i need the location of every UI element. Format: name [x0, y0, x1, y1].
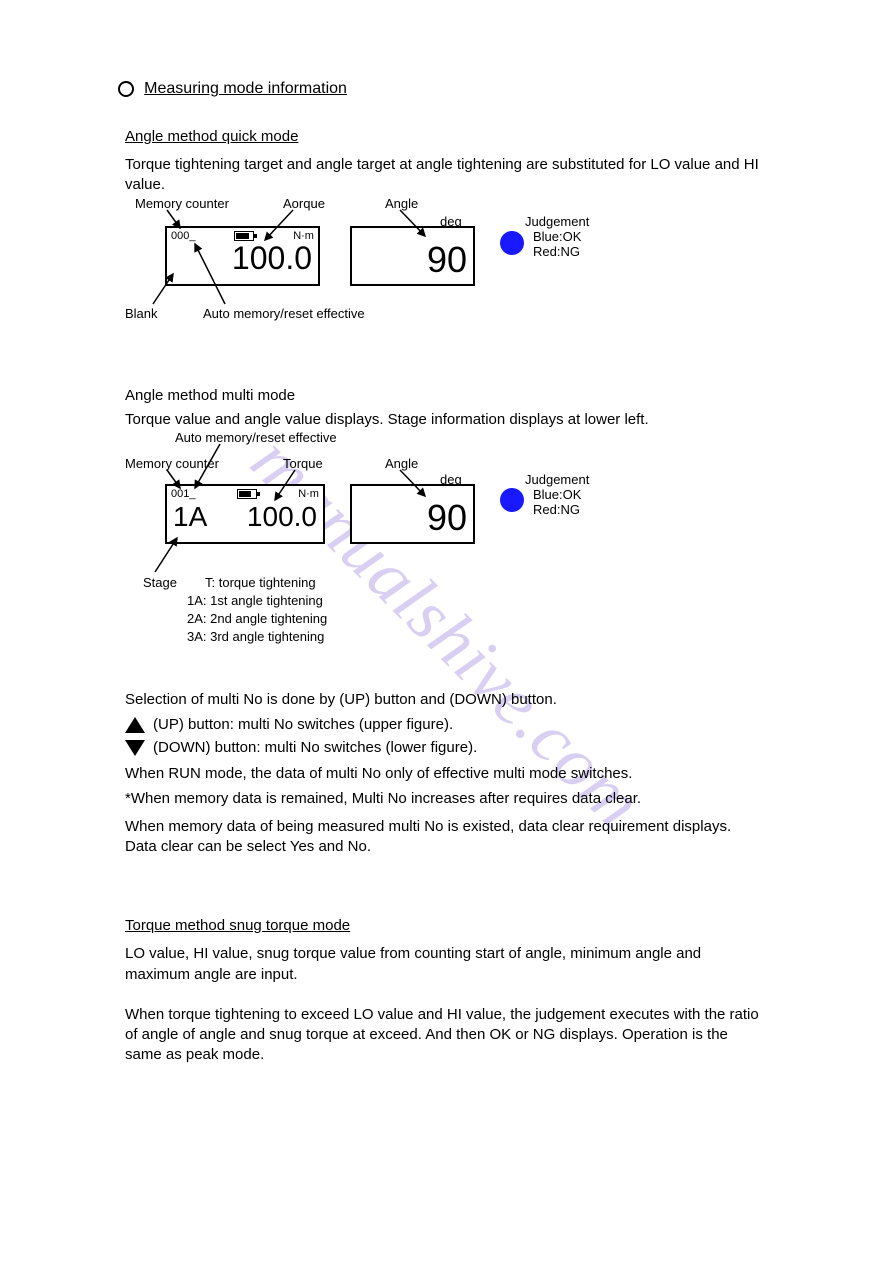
down-triangle-icon	[125, 740, 145, 756]
angle-multi-intro: Torque value and angle value displays. S…	[125, 410, 765, 430]
stage-t: T: torque tightening	[205, 575, 316, 590]
judgement-label-2: Judgement	[525, 472, 589, 487]
judgement-dot	[500, 231, 524, 255]
angle-label-2: Angle	[385, 456, 418, 471]
lcd-torque-box: 000_ N·m 100.0	[165, 226, 320, 286]
snug-title-row: Torque method snug torque mode	[125, 917, 893, 934]
diagram-1: Memory counter Aorque Angle deg Judgemen…	[125, 196, 825, 356]
stage-2a: 2A: 2nd angle tightening	[187, 611, 327, 626]
multi-up-row: (UP) button: multi No switches (upper fi…	[125, 716, 893, 733]
memory-counter-label-2: Memory counter	[125, 456, 219, 471]
section-title: Measuring mode information	[144, 80, 347, 97]
judgement-label: Judgement	[525, 214, 589, 229]
lcd-stage: 1A	[173, 500, 207, 534]
lcd-angle-value: 90	[352, 242, 473, 278]
blue-ok-label: Blue:OK	[533, 229, 581, 244]
multi-note-star: *When memory data is remained, Multi No …	[125, 789, 765, 809]
diagram-2: Auto memory/reset effective Memory count…	[125, 430, 825, 670]
angle-quick-title: Angle method quick mode	[125, 128, 298, 145]
lcd-torque-value-2: 100.0	[247, 500, 317, 534]
snug-title: Torque method snug torque mode	[125, 917, 350, 934]
memory-counter-label: Memory counter	[135, 196, 229, 211]
red-ng-label: Red:NG	[533, 244, 580, 259]
lcd-torque-box-2: 001_ N·m 1A 100.0	[165, 484, 325, 544]
lcd-counter: 000_	[171, 230, 195, 242]
angle-label: Angle	[385, 196, 418, 211]
auto-memory-label: Auto memory/reset effective	[203, 306, 365, 321]
lcd-angle-box-2: 90	[350, 484, 475, 544]
lcd-angle-value-2: 90	[352, 500, 473, 536]
multi-selection-intro: Selection of multi No is done by (UP) bu…	[125, 690, 765, 710]
stage-3a: 3A: 3rd angle tightening	[187, 629, 324, 644]
torque-label-2: Torque	[283, 456, 323, 471]
red-ng-label-2: Red:NG	[533, 502, 580, 517]
angle-quick-title-row: Angle method quick mode	[125, 128, 893, 145]
stage-1a: 1A: 1st angle tightening	[187, 593, 323, 608]
blank-label: Blank	[125, 306, 158, 321]
snug-intro: LO value, HI value, snug torque value fr…	[125, 944, 765, 985]
angle-multi-title-row: Angle method multi mode	[125, 386, 765, 406]
battery-icon-2	[237, 489, 257, 499]
angle-multi-title: Angle method multi mode	[125, 387, 295, 404]
multi-note2: When memory data of being measured multi…	[125, 817, 765, 858]
snug-para: When torque tightening to exceed LO valu…	[125, 1005, 765, 1066]
stage-label: Stage	[143, 575, 177, 590]
multi-up-text: (UP) button: multi No switches (upper fi…	[153, 716, 453, 733]
blue-ok-label-2: Blue:OK	[533, 487, 581, 502]
angle-quick-intro: Torque tightening target and angle targe…	[125, 155, 765, 196]
up-triangle-icon	[125, 717, 145, 733]
lcd-unit-2: N·m	[298, 488, 319, 500]
lcd-counter-2: 001_	[171, 488, 195, 500]
battery-icon	[234, 231, 254, 241]
judgement-dot-2	[500, 488, 524, 512]
lcd-angle-box: 90	[350, 226, 475, 286]
multi-note1: When RUN mode, the data of multi No only…	[125, 764, 765, 784]
auto-memory-label-2: Auto memory/reset effective	[175, 430, 337, 445]
multi-down-text: (DOWN) button: multi No switches (lower …	[153, 739, 477, 756]
lcd-torque-value: 100.0	[167, 242, 318, 274]
multi-down-row: (DOWN) button: multi No switches (lower …	[125, 739, 893, 756]
circle-bullet-icon	[118, 81, 134, 97]
section-header: Measuring mode information	[118, 80, 893, 98]
torque-label: Aorque	[283, 196, 325, 211]
